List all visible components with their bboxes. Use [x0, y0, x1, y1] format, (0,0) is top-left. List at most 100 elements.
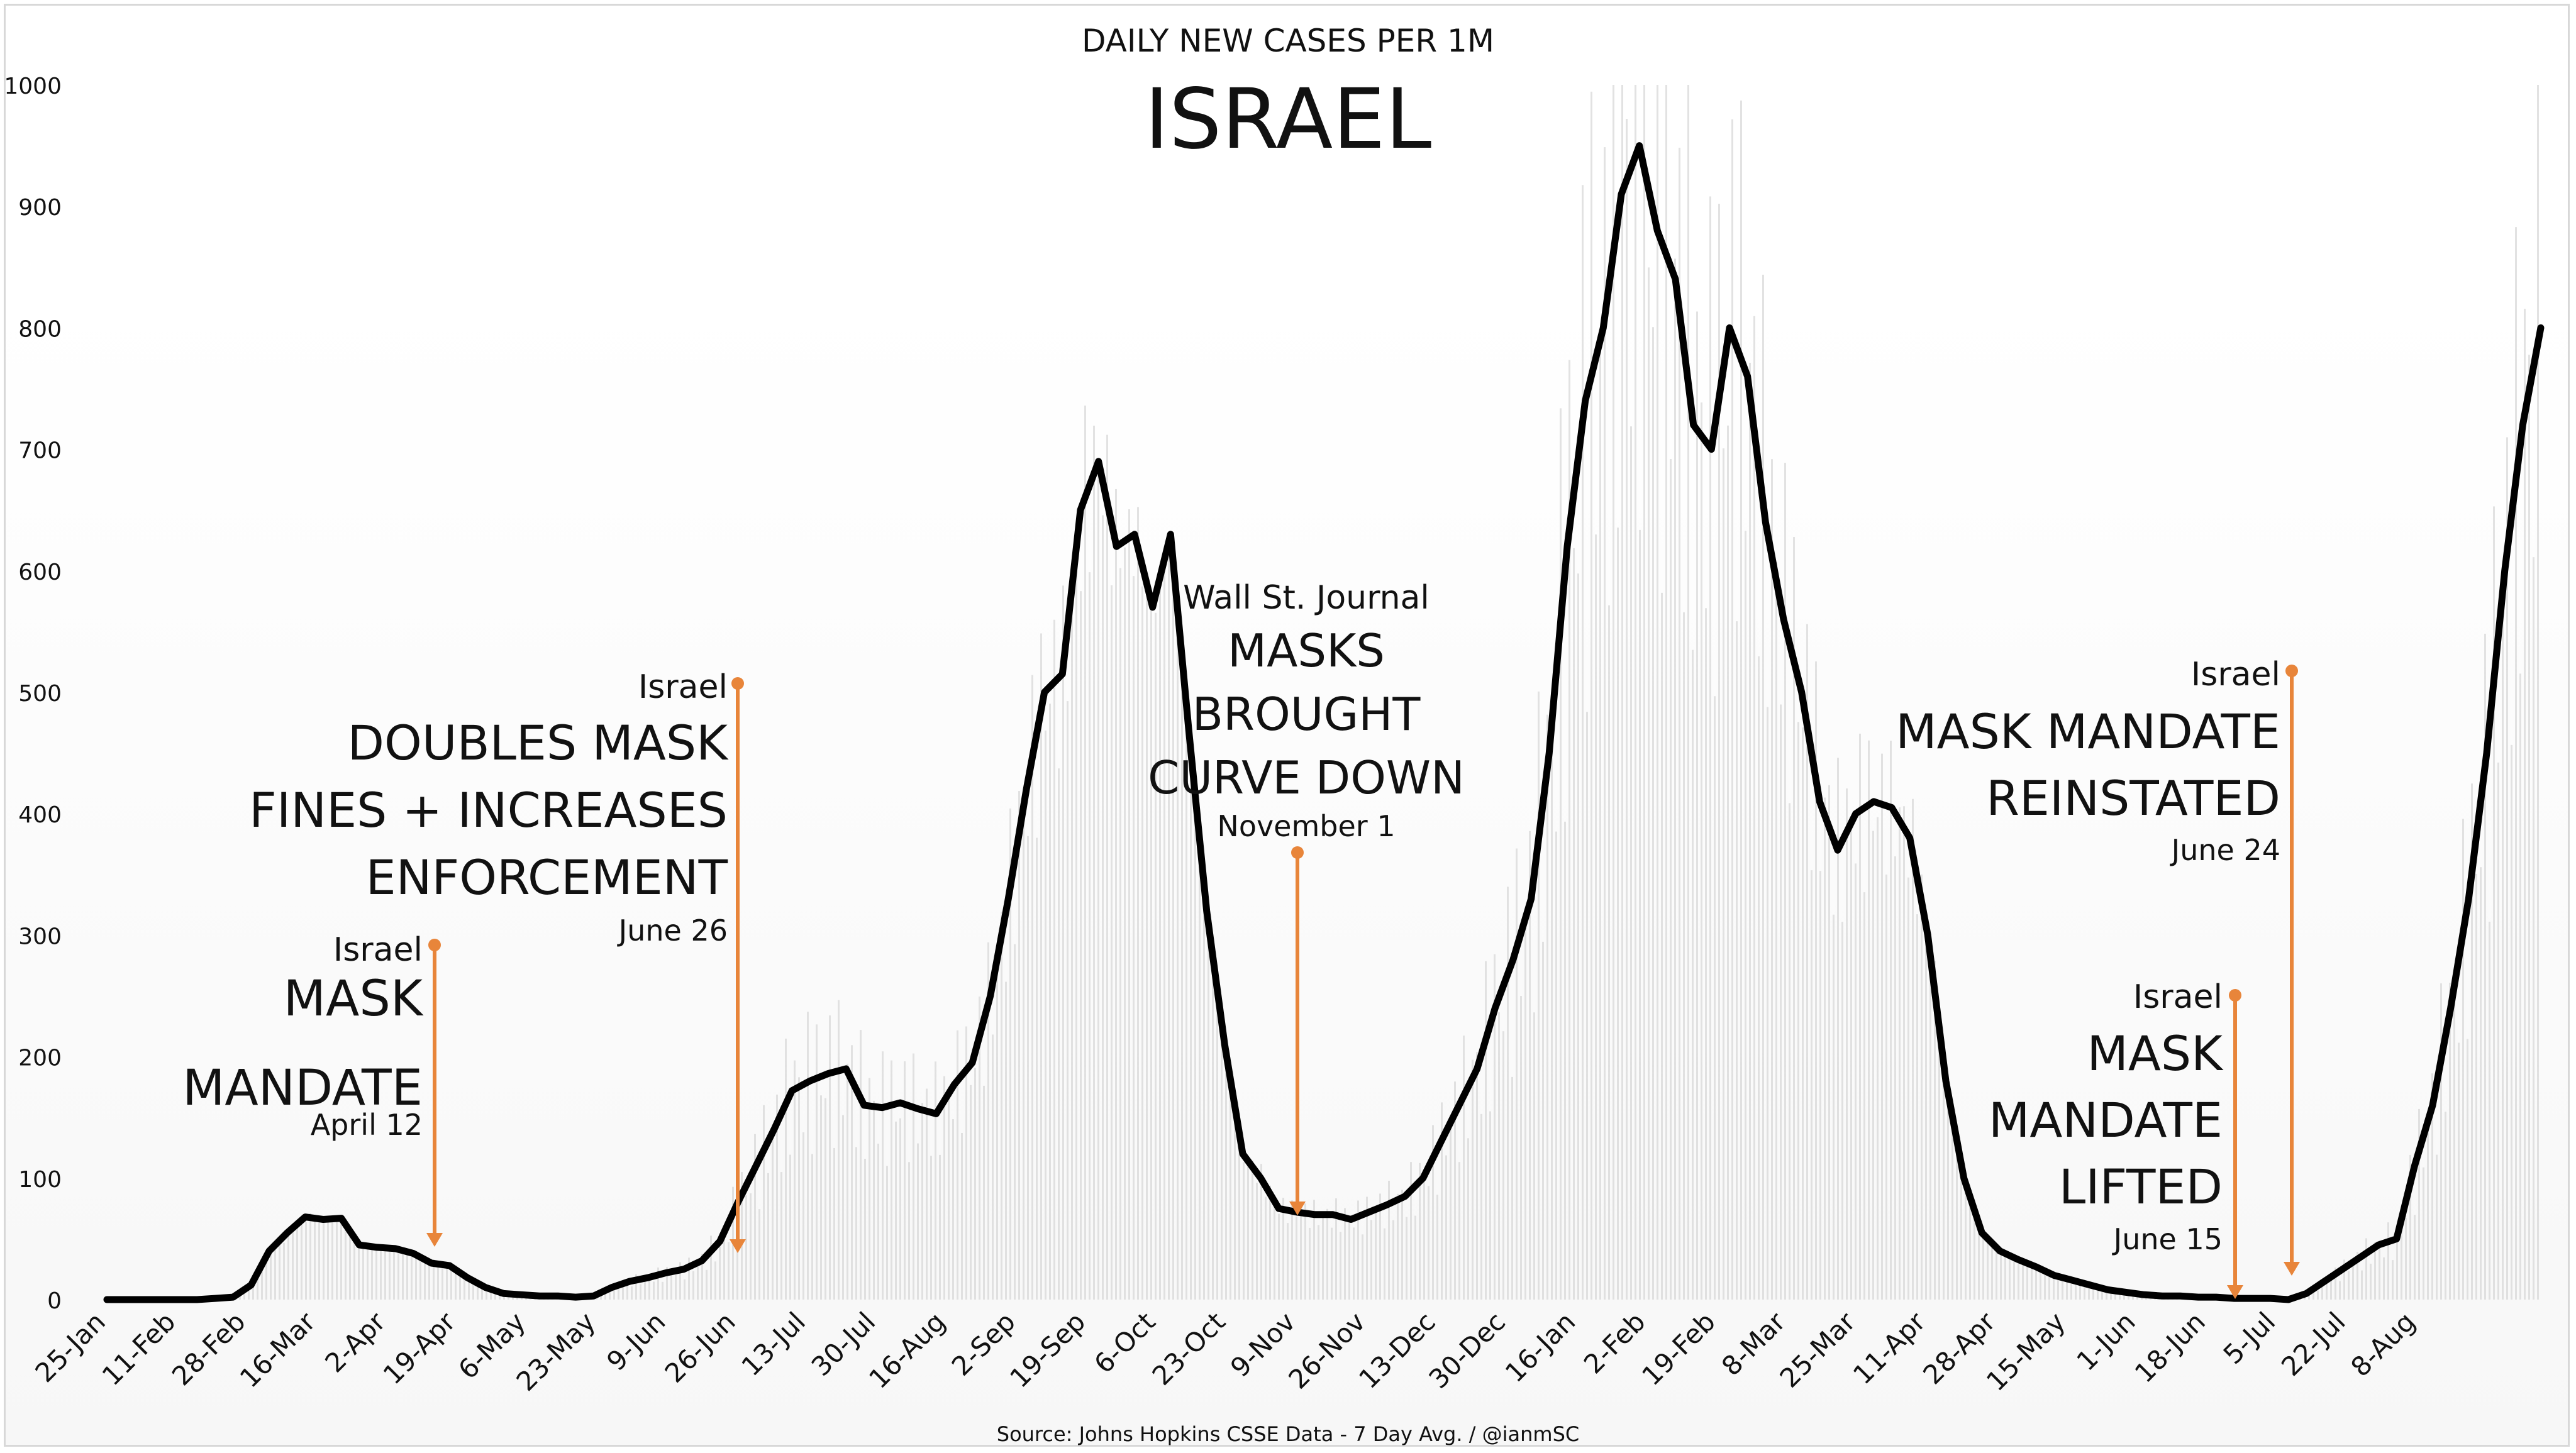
daily-bar — [2524, 309, 2526, 1300]
daily-bar — [1767, 707, 1768, 1300]
x-tick-label: 19-Sep — [1004, 1306, 1091, 1393]
daily-bar — [811, 1154, 813, 1300]
daily-bar — [1582, 185, 1584, 1300]
daily-bar — [750, 1193, 752, 1300]
daily-bar — [323, 1218, 325, 1300]
daily-bar — [1982, 1234, 1984, 1300]
annotation-lead: Israel — [2191, 656, 2280, 693]
daily-bar — [1163, 573, 1165, 1300]
daily-bar — [1595, 534, 1597, 1300]
chart-frame — [4, 4, 2570, 1447]
daily-bar — [1679, 147, 1680, 1300]
daily-bar — [1203, 884, 1205, 1300]
daily-bar — [1023, 812, 1024, 1300]
daily-bar — [1621, 85, 1623, 1300]
daily-bar — [318, 1217, 320, 1300]
y-tick-label: 500 — [18, 681, 62, 707]
daily-bar — [2414, 1215, 2416, 1300]
daily-bar — [380, 1246, 382, 1300]
daily-bar — [2101, 1288, 2103, 1300]
annotation-date: November 1 — [1217, 809, 1395, 843]
y-tick-label: 0 — [47, 1288, 62, 1314]
daily-bar — [926, 1088, 928, 1300]
daily-bar — [1256, 1183, 1258, 1300]
daily-bar — [1916, 914, 1918, 1300]
daily-bar — [833, 1147, 835, 1300]
daily-bar — [1903, 806, 1905, 1300]
daily-bar — [1291, 1200, 1293, 1300]
daily-bar — [252, 1284, 254, 1300]
daily-bar — [1040, 633, 1042, 1300]
daily-bar — [662, 1281, 663, 1300]
daily-bar — [1168, 541, 1170, 1300]
daily-bar — [1005, 981, 1007, 1300]
daily-bar — [1230, 1062, 1231, 1300]
daily-bar — [450, 1268, 452, 1300]
daily-bar — [758, 1209, 760, 1300]
daily-bar — [2383, 1257, 2385, 1300]
daily-bar — [1335, 1198, 1337, 1300]
daily-bar — [908, 1162, 910, 1300]
annotation-headline: LIFTED — [2059, 1159, 2223, 1215]
daily-bar — [974, 1068, 976, 1300]
daily-bar — [1661, 592, 1663, 1300]
daily-bar — [987, 942, 989, 1300]
daily-bar — [2440, 983, 2442, 1300]
daily-bar — [1855, 863, 1857, 1300]
daily-bar — [2471, 783, 2473, 1300]
y-tick-label: 300 — [18, 924, 62, 949]
daily-bar — [2044, 1269, 2046, 1300]
annotation-date: June 24 — [2170, 833, 2280, 867]
daily-bar — [1150, 591, 1152, 1300]
daily-bar — [2409, 1154, 2411, 1300]
x-tick-label: 22-Jul — [2275, 1306, 2351, 1382]
daily-bar — [2370, 1263, 2372, 1300]
daily-bar — [842, 1115, 844, 1300]
daily-bar — [1296, 1217, 1297, 1300]
daily-bar — [1247, 1157, 1249, 1300]
daily-bar — [2502, 595, 2504, 1300]
daily-bar — [1018, 791, 1020, 1300]
daily-bar — [1375, 1212, 1377, 1300]
daily-bar — [1027, 836, 1029, 1300]
daily-bar — [2387, 1222, 2389, 1300]
daily-bar — [1938, 1042, 1940, 1300]
daily-bar — [2097, 1286, 2099, 1300]
daily-bar — [296, 1225, 298, 1300]
daily-bar — [1912, 798, 1914, 1300]
daily-bar — [441, 1262, 443, 1300]
daily-bar — [741, 1172, 743, 1300]
daily-bar — [1419, 1163, 1421, 1300]
daily-bar — [904, 1061, 906, 1300]
daily-bar — [2088, 1283, 2090, 1300]
daily-bar — [1009, 808, 1011, 1300]
daily-bar — [736, 1237, 738, 1300]
daily-bar — [424, 1257, 426, 1300]
daily-bar — [1238, 1113, 1240, 1300]
x-tick-label: 28-Feb — [166, 1306, 252, 1391]
daily-bar — [1031, 675, 1033, 1300]
annotation-date: April 12 — [311, 1108, 423, 1142]
daily-bar — [1485, 961, 1487, 1300]
daily-bar — [648, 1276, 650, 1300]
daily-bar — [2497, 762, 2499, 1300]
daily-bar — [684, 1279, 686, 1300]
daily-bar — [1441, 1102, 1443, 1300]
daily-bar — [1014, 944, 1016, 1300]
daily-bar — [626, 1279, 628, 1300]
daily-bar — [1872, 831, 1874, 1300]
daily-bar — [930, 1156, 932, 1300]
daily-bar — [2506, 437, 2508, 1300]
daily-bar — [816, 1024, 818, 1300]
daily-bar — [1159, 566, 1161, 1300]
daily-bar — [644, 1276, 646, 1300]
x-tick-label: 26-Nov — [1282, 1306, 1371, 1395]
daily-bar — [1221, 1020, 1223, 1300]
daily-bar — [270, 1251, 272, 1300]
daily-bar — [2449, 982, 2451, 1300]
daily-bar — [1947, 1093, 1949, 1300]
annotation-headline: MASK — [284, 971, 424, 1027]
daily-bar — [1480, 1113, 1482, 1300]
daily-bar — [776, 1094, 778, 1300]
daily-bar — [2092, 1287, 2094, 1300]
